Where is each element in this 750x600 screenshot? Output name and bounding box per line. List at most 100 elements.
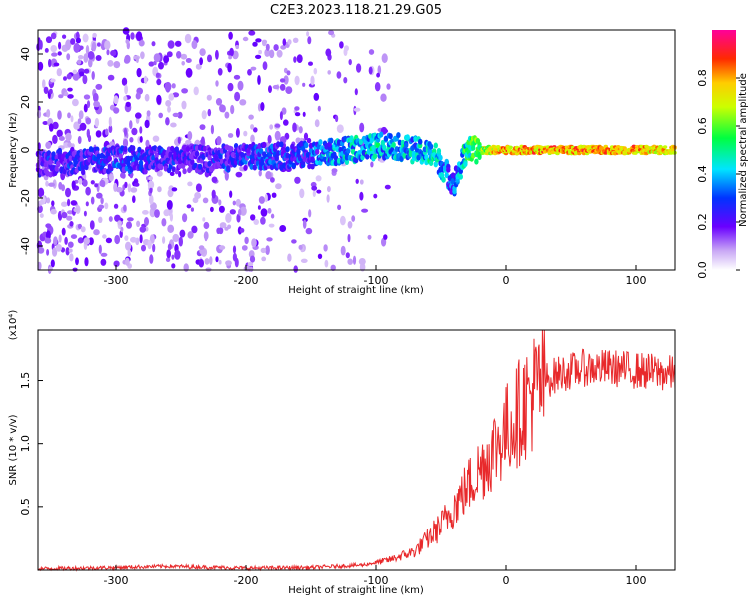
- noise-speckle: [165, 100, 172, 107]
- noise-speckle: [227, 82, 234, 92]
- noise-speckle: [269, 124, 274, 130]
- x-tick-label: -100: [364, 274, 389, 287]
- ridge-cell: [274, 155, 279, 162]
- noise-speckle: [105, 128, 109, 136]
- noise-speckle: [279, 225, 287, 232]
- noise-speckle: [267, 207, 272, 214]
- ridge-cell: [79, 156, 84, 163]
- noise-speckle: [225, 213, 232, 223]
- noise-speckle: [250, 124, 255, 130]
- ridge-cell: [185, 146, 190, 152]
- noise-speckle: [125, 101, 131, 108]
- noise-speckle: [302, 82, 306, 87]
- ridge-cell: [285, 146, 290, 153]
- noise-speckle: [167, 224, 175, 233]
- noise-speckle: [55, 244, 62, 252]
- noise-speckle: [125, 257, 130, 266]
- noise-speckle: [76, 31, 80, 39]
- noise-speckle: [270, 177, 275, 183]
- noise-speckle: [302, 219, 307, 229]
- noise-speckle: [82, 74, 88, 85]
- noise-speckle: [191, 40, 198, 50]
- noise-speckle: [271, 192, 277, 198]
- noise-speckle: [71, 180, 76, 189]
- ridge-cell: [258, 148, 264, 154]
- noise-speckle: [129, 137, 134, 143]
- noise-speckle: [67, 112, 71, 119]
- noise-speckle: [171, 254, 175, 260]
- noise-speckle: [361, 208, 369, 213]
- noise-speckle: [58, 181, 63, 190]
- noise-speckle: [167, 189, 174, 198]
- noise-speckle: [264, 48, 271, 57]
- noise-speckle: [77, 237, 84, 244]
- noise-speckle: [91, 41, 97, 52]
- noise-speckle: [85, 45, 90, 55]
- noise-speckle: [113, 95, 119, 105]
- noise-speckle: [326, 194, 330, 203]
- noise-speckle: [152, 135, 160, 142]
- noise-speckle: [258, 49, 262, 55]
- snr-plot-frame: [37, 329, 676, 571]
- noise-speckle: [179, 229, 186, 238]
- spectrogram-x-ticks: -300 -200 -100 0 100: [104, 265, 647, 287]
- noise-speckle: [88, 58, 93, 68]
- noise-speckle: [282, 38, 287, 46]
- noise-speckle: [186, 204, 192, 209]
- noise-speckle: [270, 213, 275, 219]
- noise-speckle: [194, 192, 202, 199]
- ridge-cell: [315, 148, 320, 155]
- noise-speckle: [102, 234, 107, 239]
- ridge-cell: [276, 141, 281, 148]
- noise-speckle: [37, 246, 45, 254]
- noise-speckle: [294, 112, 301, 117]
- noise-speckle: [136, 31, 143, 41]
- noise-speckle: [61, 211, 68, 219]
- noise-speckle: [157, 186, 162, 193]
- noise-speckle: [220, 104, 226, 113]
- noise-speckle: [56, 129, 63, 138]
- noise-speckle: [264, 193, 268, 203]
- noise-speckle: [323, 244, 328, 252]
- noise-speckle: [251, 238, 257, 248]
- ridge-cell: [207, 154, 212, 161]
- noise-speckle: [274, 130, 281, 141]
- noise-speckle: [384, 184, 391, 190]
- noise-speckle: [303, 132, 309, 141]
- noise-speckle: [216, 227, 221, 234]
- noise-speckle: [80, 226, 86, 233]
- noise-speckle: [260, 247, 267, 254]
- noise-speckle: [70, 115, 74, 123]
- noise-speckle: [294, 75, 300, 86]
- colorbar-ticks: 0.0 0.2 0.4 0.6 0.8: [696, 69, 740, 279]
- noise-speckle: [317, 105, 321, 112]
- noise-speckle: [239, 206, 247, 216]
- noise-speckle: [283, 119, 289, 126]
- noise-speckle: [100, 252, 108, 257]
- ridge-cell: [226, 150, 231, 157]
- noise-speckle: [58, 136, 65, 141]
- noise-speckle: [324, 259, 329, 268]
- noise-speckle: [234, 91, 241, 102]
- snr-y-axis-label: SNR (10 * v/v): [8, 414, 19, 485]
- noise-speckle: [327, 70, 332, 75]
- noise-speckle: [235, 127, 240, 138]
- noise-speckle: [68, 248, 73, 253]
- noise-speckle: [66, 215, 73, 221]
- noise-speckle: [98, 244, 102, 254]
- noise-speckle: [120, 226, 124, 233]
- ridge-cell: [68, 155, 74, 162]
- noise-speckle: [224, 171, 229, 181]
- noise-speckle: [78, 45, 84, 51]
- noise-speckle: [253, 127, 258, 133]
- noise-speckle: [95, 130, 102, 138]
- noise-speckle: [200, 136, 205, 146]
- noise-speckle: [51, 52, 58, 57]
- noise-speckle: [100, 258, 107, 266]
- colorbar: 0.0 0.2 0.4 0.6 0.8 Normalized spectral ampl…: [696, 30, 749, 279]
- noise-speckle: [185, 67, 193, 78]
- noise-speckle: [64, 91, 69, 97]
- ridge-cell: [329, 137, 334, 144]
- noise-speckle: [73, 207, 79, 213]
